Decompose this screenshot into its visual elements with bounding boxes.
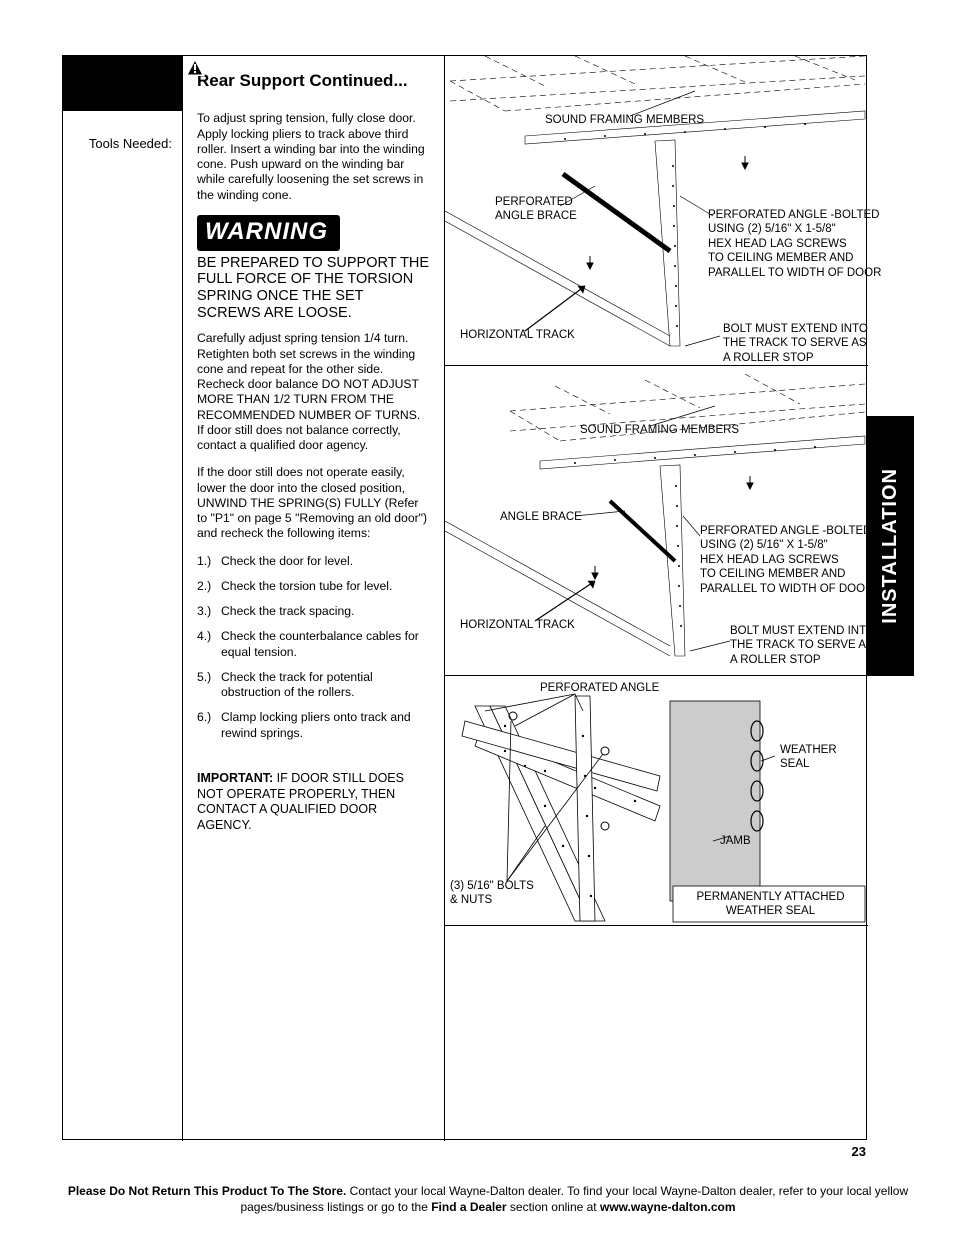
header-black-block — [63, 56, 183, 111]
page-frame: INSTALLATION Tools Needed: Rear Support … — [62, 55, 867, 1140]
d2-angle-brace: ANGLE BRACE — [500, 510, 582, 524]
page-number: 23 — [852, 1144, 866, 1159]
diagram-column: SOUND FRAMING MEMBERS PERFORATED ANGLE B… — [445, 56, 868, 1141]
d1-bolt-stop: BOLT MUST EXTEND INTO THE TRACK TO SERVE… — [723, 322, 868, 365]
check-item-3: 3.)Check the track spacing. — [197, 604, 430, 619]
d3-weather-seal: WEATHER SEAL — [780, 743, 837, 772]
diagram-3: PERFORATED ANGLE WEATHER SEAL JAMB (3) 5… — [445, 676, 868, 926]
check-item-5: 5.)Check the track for potential obstruc… — [197, 670, 430, 701]
tools-column: Tools Needed: — [63, 111, 183, 1141]
tools-needed-label: Tools Needed: — [63, 111, 182, 151]
check-item-1: 1.)Check the door for level. — [197, 554, 430, 569]
d3-perf-angle: PERFORATED ANGLE — [540, 681, 659, 695]
footer-url: www.wayne-dalton.com — [600, 1200, 736, 1214]
footer-lead: Please Do Not Return This Product To The… — [68, 1184, 346, 1198]
d1-horiz-track: HORIZONTAL TRACK — [460, 328, 575, 342]
intro-paragraph: To adjust spring tension, fully close do… — [197, 111, 430, 203]
d2-bolt-stop: BOLT MUST EXTEND INTO THE TRACK TO SERVE… — [730, 624, 875, 667]
d1-perf-brace: PERFORATED ANGLE BRACE — [495, 195, 577, 224]
important-note: IMPORTANT: IF DOOR STILL DOES NOT OPERAT… — [197, 771, 430, 834]
d2-perf-bolted: PERFORATED ANGLE -BOLTED USING (2) 5/16"… — [700, 524, 873, 596]
d2-horiz-track: HORIZONTAL TRACK — [460, 618, 575, 632]
d3-perm-seal: PERMANENTLY ATTACHED WEATHER SEAL — [693, 890, 848, 919]
warning-label: WARNING — [205, 217, 328, 247]
warning-body: BE PREPARED TO SUPPORT THE FULL FORCE OF… — [197, 255, 430, 322]
footer-find-dealer: Find a Dealer — [431, 1200, 506, 1214]
d1-sound-framing: SOUND FRAMING MEMBERS — [545, 113, 704, 127]
d2-sound-framing: SOUND FRAMING MEMBERS — [580, 423, 739, 437]
section-heading: Rear Support Continued... — [197, 70, 430, 91]
warning-icon — [183, 56, 207, 78]
d1-perf-bolted: PERFORATED ANGLE -BOLTED USING (2) 5/16"… — [708, 208, 881, 280]
paragraph-2: Carefully adjust spring tension 1/4 turn… — [197, 331, 430, 453]
diagram-1: SOUND FRAMING MEMBERS PERFORATED ANGLE B… — [445, 56, 868, 366]
check-item-6: 6.)Clamp locking pliers onto track and r… — [197, 710, 430, 741]
side-tab-label: INSTALLATION — [879, 468, 902, 624]
check-item-2: 2.)Check the torsion tube for level. — [197, 579, 430, 594]
d3-bolts: (3) 5/16" BOLTS & NUTS — [450, 879, 534, 908]
page-footer: Please Do Not Return This Product To The… — [62, 1183, 914, 1215]
footer-tail: section online at — [507, 1200, 600, 1214]
paragraph-3: If the door still does not operate easil… — [197, 465, 430, 541]
d3-jamb: JAMB — [720, 834, 751, 848]
instruction-column: Rear Support Continued... To adjust spri… — [183, 56, 445, 1141]
important-lead: IMPORTANT: — [197, 771, 273, 785]
diagram-2: SOUND FRAMING MEMBERS ANGLE BRACE PERFOR… — [445, 366, 868, 676]
warning-badge: WARNING — [197, 215, 340, 251]
check-item-4: 4.)Check the counterbalance cables for e… — [197, 629, 430, 660]
